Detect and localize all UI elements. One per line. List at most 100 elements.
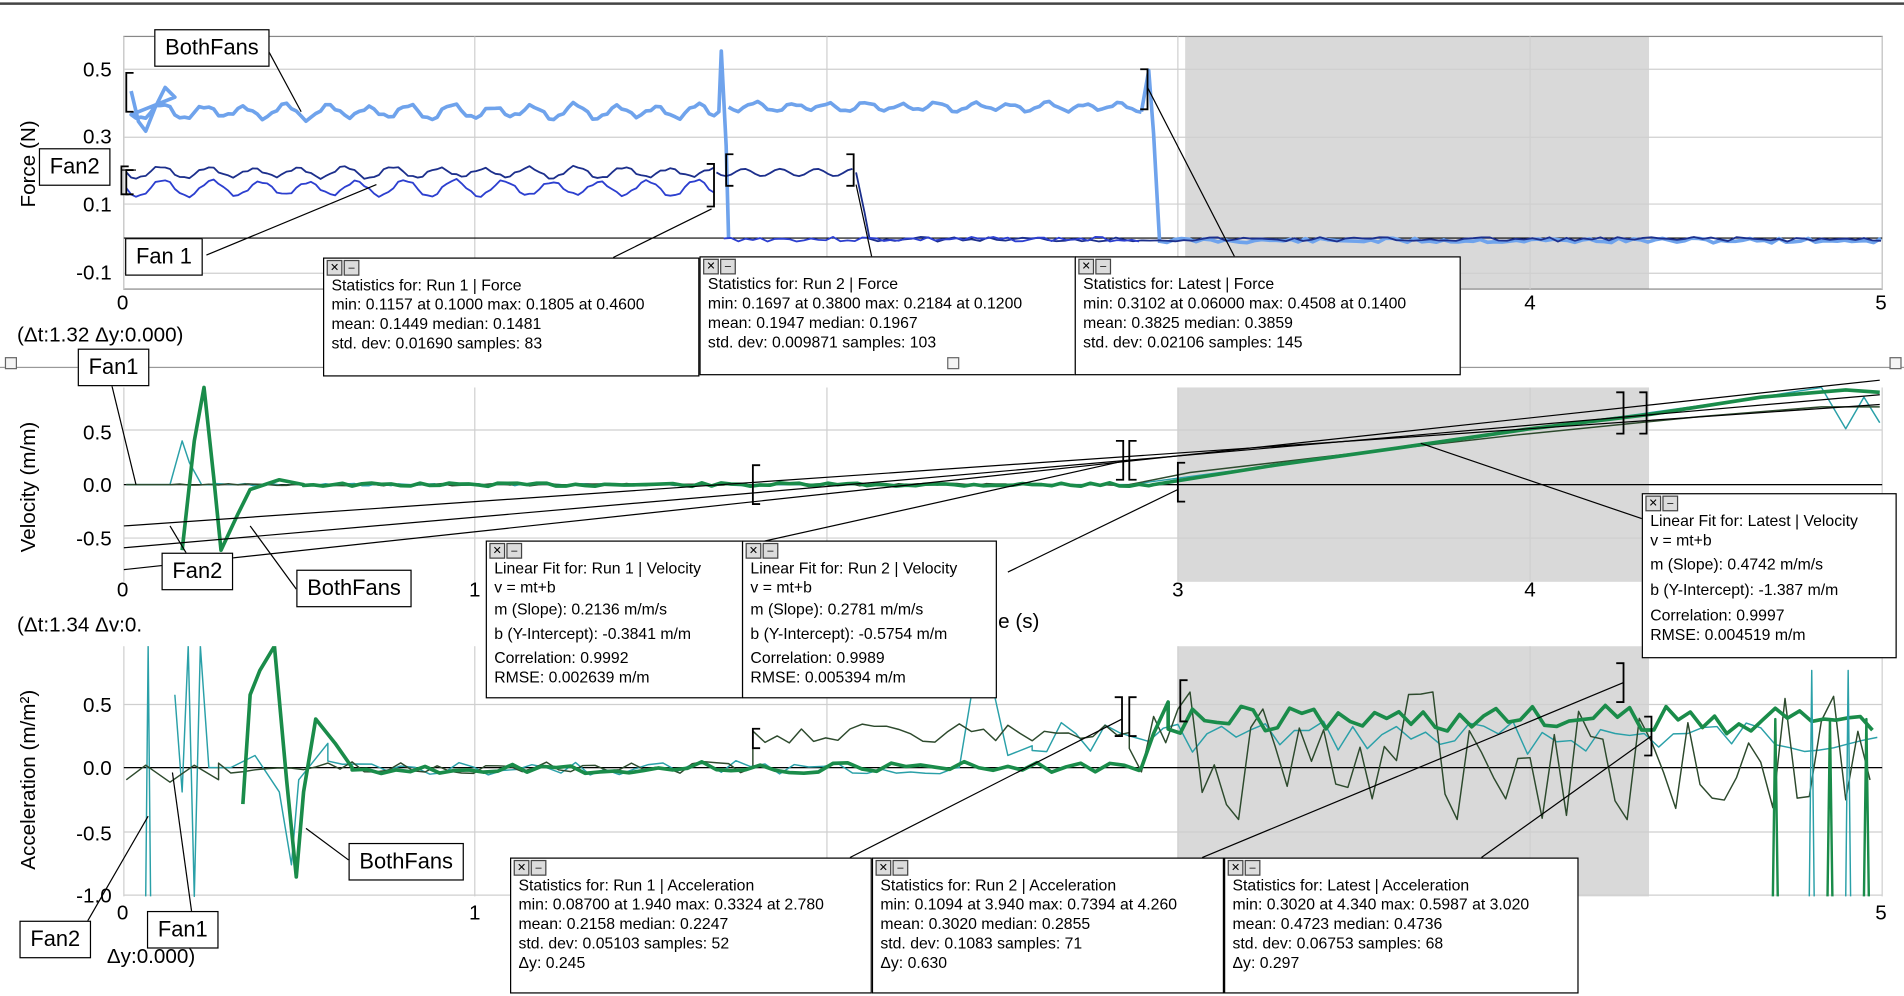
y-tick-label: 0.1 [83,193,112,216]
stats-box-latest-acceleration[interactable]: ✕ – Statistics for: Latest | Acceleration… [1224,857,1579,994]
callout-bothfans[interactable]: BothFans [348,842,464,881]
acceleration-graph-panel[interactable]: 0.5 0.0 -0.5 -1.0 0 1 5 Acceleration (m/… [0,646,1904,996]
trace-spike [1826,717,1834,897]
minimize-icon[interactable]: – [530,859,547,876]
stats-line: Δy: 0.297 [1232,953,1300,972]
velocity-graph-panel[interactable]: 0.5 0.0 -0.5 0 1 3 4 e (s) Velocity (m/m… [0,348,1904,699]
fit-line: RMSE: 0.004519 m/m [1650,625,1806,644]
stats-box-run2-force[interactable]: ✕ – Statistics for: Run 2 | Force min: 0.… [699,256,1076,376]
stats-title: Statistics for: Latest | Acceleration [1232,875,1470,894]
x-tick-label: 5 [1875,292,1886,315]
delta-readout: (Δt:1.32 Δy:0.000) [17,323,184,347]
minimize-icon[interactable]: – [720,258,736,275]
selection-region[interactable] [1177,646,1650,897]
acceleration-graph[interactable]: 0.5 0.0 -0.5 -1.0 0 1 5 Acceleration (m/… [0,646,1904,996]
leader-line [612,208,712,259]
callout-fan1[interactable]: Fan 1 [125,238,203,276]
leader-line [849,718,1123,859]
close-x-icon[interactable]: ✕ [703,258,719,275]
x-tick-label: 0 [117,901,128,924]
stats-line: mean: 0.4723 median: 0.4736 [1232,914,1443,933]
y-tick-labels: 0.5 0.0 -0.5 -1.0 [76,694,112,908]
leader-line [855,184,873,258]
trace-fan1-force [125,177,715,199]
stats-box-run1-acceleration[interactable]: ✕ – Statistics for: Run 1 | Acceleration … [510,857,872,994]
stats-line: mean: 0.1947 median: 0.1967 [707,313,918,332]
callout-fan1[interactable]: Fan1 [77,348,150,387]
range-bracket [846,153,855,187]
y-axis-label: Acceleration (m/m²) [17,690,40,870]
minimize-icon[interactable]: – [762,542,779,559]
stats-line: min: 0.3020 at 4.340 max: 0.5987 at 3.02… [1232,895,1530,914]
y-tick-label: 0.0 [83,757,112,780]
resize-handle[interactable] [1889,357,1902,370]
stats-line: std. dev: 0.05103 samples: 52 [518,934,730,953]
close-x-icon[interactable]: ✕ [1078,258,1095,275]
resize-handle[interactable] [4,357,18,370]
callout-fan2[interactable]: Fan2 [38,148,111,186]
minimize-icon[interactable]: – [1095,258,1112,275]
minimize-icon[interactable]: – [892,859,909,876]
data-traces[interactable] [125,646,1878,898]
fit-line: b (Y-Intercept): -0.3841 m/m [494,624,692,643]
x-tick-labels: 0 4 5 [117,292,1887,315]
close-x-icon[interactable]: ✕ [875,859,892,876]
y-tick-label: -1.0 [76,884,112,907]
fit-line [123,394,1880,549]
stats-line: std. dev: 0.009871 samples: 103 [707,332,937,352]
range-bracket [125,71,134,113]
trace-bothfans-force [129,49,731,239]
fit-line: m (Slope): 0.2136 m/m/s [494,600,668,619]
callout-bothfans[interactable]: BothFans [154,29,270,67]
callout-fan2[interactable]: Fan2 [161,552,234,591]
fit-box-run2-velocity[interactable]: ✕ – Linear Fit for: Run 2 | Velocity v = … [741,540,997,699]
y-axis-label: Velocity (m/m) [17,422,40,553]
stats-line: std. dev: 0.02106 samples: 145 [1083,332,1303,352]
range-bracket [725,153,734,187]
stats-box-run2-acceleration[interactable]: ✕ – Statistics for: Run 2 | Acceleration … [871,857,1225,994]
x-tick-label: 5 [1875,901,1886,924]
data-traces[interactable] [125,49,1882,245]
callout-fan1[interactable]: Fan1 [146,910,219,949]
range-bracket [1115,439,1125,481]
stats-line: Δy: 0.630 [880,953,948,972]
range-bracket [751,727,761,750]
close-x-icon[interactable]: ✕ [745,542,762,559]
stats-box-run1-force[interactable]: ✕ – Statistics for: Run 1 | Force min: 0.… [323,257,700,377]
minimize-icon[interactable]: – [1244,859,1261,876]
callout-bothfans[interactable]: BothFans [296,569,412,608]
stats-line: mean: 0.3020 median: 0.2855 [880,914,1091,933]
range-bracket [1179,679,1188,723]
range-bracket [1639,391,1648,435]
range-bracket [706,163,715,208]
fit-box-latest-velocity[interactable]: ✕ – Linear Fit for: Latest | Velocity v =… [1641,493,1897,659]
x-tick-label: 0 [117,578,128,601]
close-x-icon[interactable]: ✕ [513,859,530,876]
close-x-icon[interactable]: ✕ [326,259,343,276]
leader-line [111,384,137,485]
x-tick-label: 1 [469,578,480,601]
resize-handle[interactable] [947,357,960,370]
x-tick-label: 3 [1172,578,1183,601]
stats-box-latest-force[interactable]: ✕ – Statistics for: Latest | Force min: 0… [1074,256,1461,376]
callout-fan2[interactable]: Fan2 [19,920,92,959]
minimize-icon[interactable]: – [506,542,523,559]
leader-line [249,525,297,590]
y-tick-label: 0.0 [83,474,112,497]
minimize-icon[interactable]: – [343,259,360,276]
minimize-icon[interactable]: – [1662,495,1679,512]
range-bracket [1644,715,1653,757]
close-x-icon[interactable]: ✕ [489,542,506,559]
close-x-icon[interactable]: ✕ [1227,859,1244,876]
range-bracket [1616,391,1625,435]
force-graph-panel[interactable]: 0.5 0.3 0.1 -0.1 0 4 5 Force (N) (Δt:1.3… [0,0,1904,377]
selection-region[interactable] [1185,36,1650,290]
delta-readout: Δy:0.000) [106,944,196,969]
velocity-graph[interactable]: 0.5 0.0 -0.5 0 1 3 4 e (s) Velocity (m/m… [0,368,1904,645]
leader-line [1481,735,1652,859]
fit-box-run1-velocity[interactable]: ✕ – Linear Fit for: Run 1 | Velocity v = … [485,540,744,699]
close-x-icon[interactable]: ✕ [1645,495,1662,512]
fit-title: Linear Fit for: Run 2 | Velocity [750,558,958,577]
stats-line: min: 0.1094 at 3.940 max: 0.7394 at 4.26… [880,895,1178,914]
